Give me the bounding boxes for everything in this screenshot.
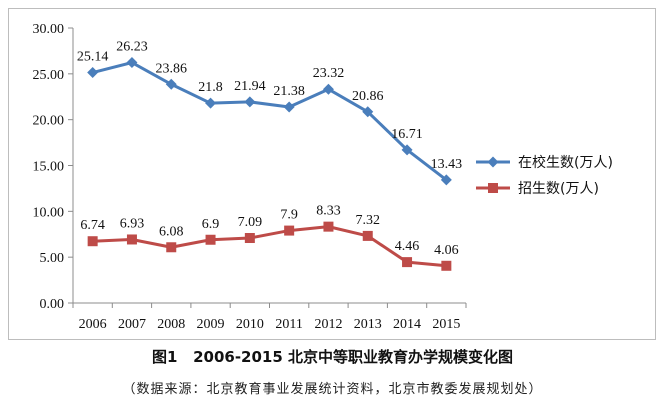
y-tick-label: 25.00 (33, 68, 65, 83)
x-tick-label: 2011 (275, 317, 302, 332)
data-label: 4.06 (434, 243, 459, 258)
data-label: 4.46 (395, 239, 420, 254)
chart-frame (8, 8, 656, 340)
x-tick-label: 2010 (236, 317, 264, 332)
data-label: 6.9 (202, 217, 220, 232)
y-tick-label: 5.00 (40, 251, 65, 266)
data-label: 6.93 (120, 216, 145, 231)
series-2-point (284, 225, 295, 236)
data-label: 6.08 (159, 224, 184, 239)
series-1-point (87, 67, 99, 79)
series-1-point (322, 83, 334, 95)
legend-marker-square (488, 183, 498, 193)
series-2-point (402, 257, 413, 268)
series-2-point (166, 242, 177, 253)
series-1-point (362, 106, 374, 118)
y-tick-label: 30.00 (33, 22, 65, 37)
data-label: 26.23 (116, 40, 148, 55)
x-tick-label: 2007 (118, 317, 146, 332)
data-label: 7.9 (280, 208, 298, 223)
x-tick-label: 2015 (432, 317, 460, 332)
data-label: 16.71 (391, 127, 423, 142)
x-tick-label: 2014 (393, 317, 421, 332)
series-2-point (126, 234, 137, 245)
data-label: 8.33 (316, 204, 341, 219)
data-label: 21.8 (198, 80, 223, 95)
data-label: 6.74 (80, 218, 105, 233)
y-tick-label: 15.00 (33, 160, 65, 175)
x-tick-label: 2013 (354, 317, 382, 332)
y-tick-label: 20.00 (33, 114, 65, 129)
x-tick-label: 2006 (79, 317, 107, 332)
y-tick-label: 10.00 (33, 205, 65, 220)
data-label: 21.94 (234, 79, 266, 94)
data-label: 21.38 (273, 84, 305, 99)
series-2-point (244, 233, 255, 244)
data-label: 13.43 (431, 157, 463, 172)
series-1-point (126, 57, 138, 69)
series-1-point (165, 78, 177, 90)
x-tick-label: 2009 (197, 317, 225, 332)
series-2-point (441, 260, 452, 271)
series-2-point (323, 221, 334, 232)
series-2-point (362, 230, 373, 241)
series-2-point (87, 236, 98, 247)
figure-caption: 图1 2006-2015 北京中等职业教育办学规模变化图 (151, 348, 514, 366)
data-label: 20.86 (352, 89, 384, 104)
legend-marker-diamond (487, 156, 499, 168)
data-label: 25.14 (77, 50, 109, 65)
legend-label: 在校生数(万人) (518, 154, 613, 171)
series-1-point (205, 97, 217, 109)
series-1-point (401, 144, 413, 156)
x-tick-label: 2012 (314, 317, 342, 332)
data-label: 23.86 (156, 61, 188, 76)
series-2-point (205, 234, 216, 245)
data-label: 23.32 (313, 66, 345, 81)
data-label: 7.09 (238, 215, 263, 230)
x-tick-label: 2008 (157, 317, 185, 332)
series-1-point (440, 174, 452, 186)
y-tick-label: 0.00 (40, 297, 65, 312)
series-1-point (283, 101, 295, 113)
series-1-point (244, 96, 256, 108)
series-line-2 (92, 225, 447, 268)
legend-label: 招生数(万人) (518, 181, 599, 197)
series-line-1 (92, 61, 448, 182)
figure-source-note: （数据来源：北京教育事业发展统计资料，北京市教委发展规划处） (122, 382, 543, 397)
data-label: 7.32 (356, 213, 381, 228)
